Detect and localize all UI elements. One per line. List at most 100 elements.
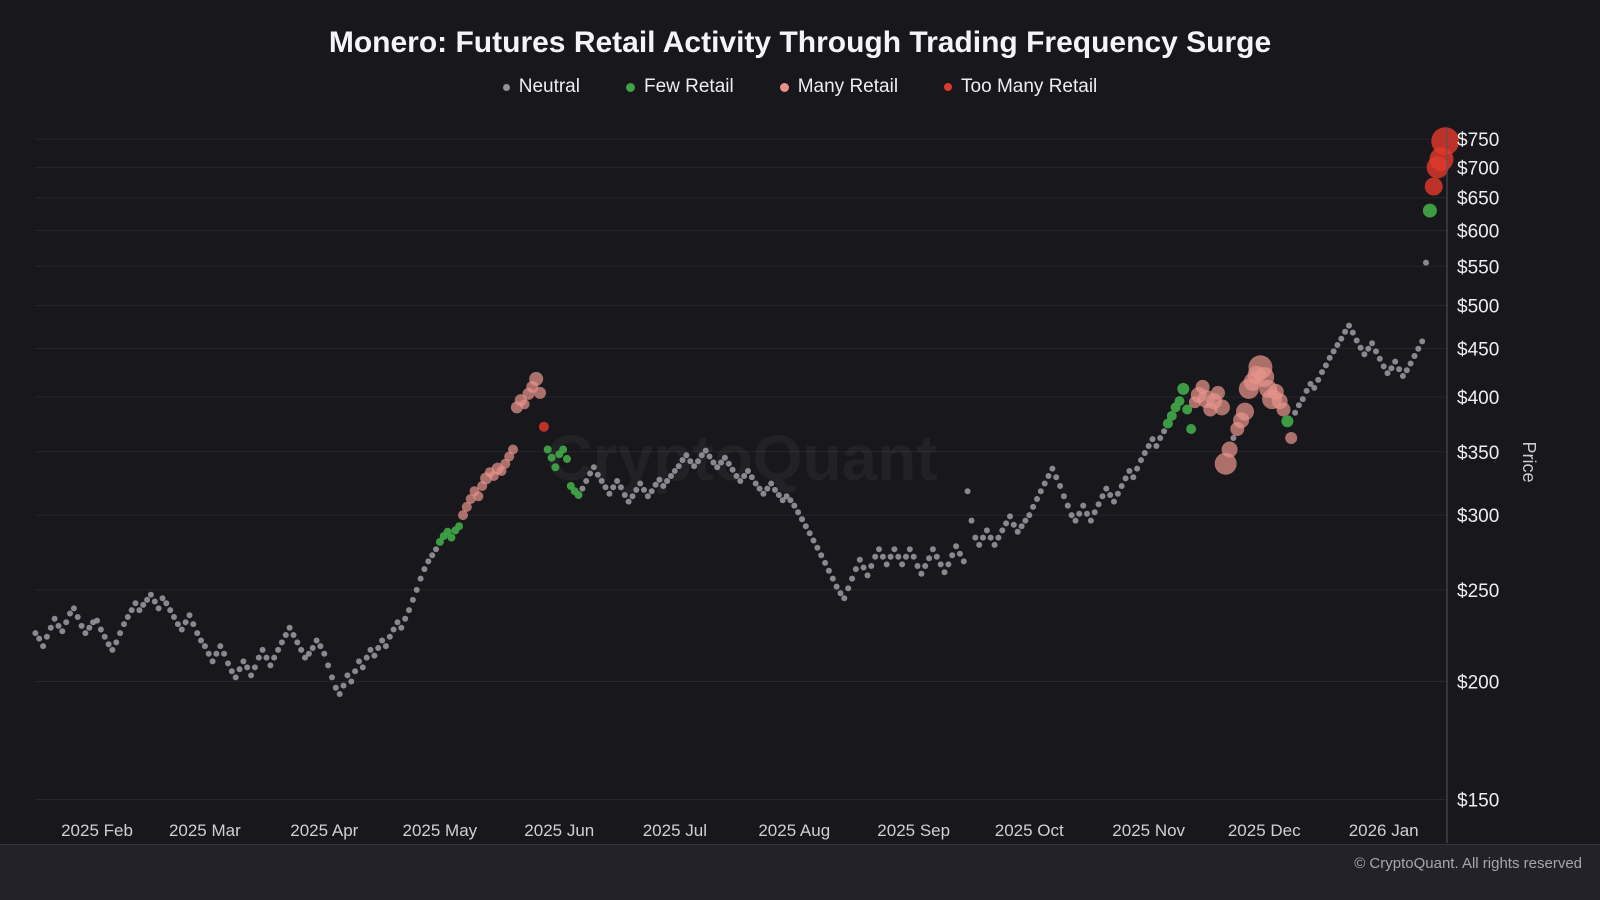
legend-item-many-retail[interactable]: Many Retail [779, 76, 898, 98]
data-point-neutral [348, 678, 355, 685]
data-point-neutral [55, 622, 62, 629]
data-point-neutral [1423, 259, 1429, 266]
data-point-too-many-retail [1431, 127, 1460, 156]
data-point-neutral [251, 664, 258, 671]
data-point-neutral [972, 534, 979, 541]
data-point-neutral [987, 534, 994, 541]
data-point-too-many-retail [1424, 177, 1443, 196]
data-point-neutral [290, 632, 297, 638]
data-point-neutral [1396, 366, 1403, 373]
data-point-few-retail [1162, 418, 1173, 429]
data-point-neutral [1049, 465, 1056, 472]
data-point-neutral [1045, 473, 1052, 479]
data-point-neutral [964, 488, 971, 495]
data-point-neutral [1315, 376, 1322, 383]
data-point-neutral [344, 672, 351, 679]
data-point-neutral [1307, 380, 1314, 387]
data-point-neutral [710, 459, 717, 466]
data-point-neutral [386, 633, 393, 640]
data-point-neutral [933, 553, 940, 560]
data-point-neutral [833, 583, 840, 590]
y-axis-tick-label: $300 [1457, 506, 1499, 527]
legend-item-neutral[interactable]: Neutral [502, 76, 580, 98]
data-point-neutral [829, 575, 836, 582]
data-point-neutral [332, 684, 339, 691]
data-point-neutral [991, 541, 998, 548]
data-point-many-retail [508, 444, 518, 455]
data-point-neutral [648, 488, 655, 495]
legend-item-few-retail[interactable]: Few Retail [625, 76, 734, 98]
data-point-neutral [155, 605, 162, 612]
data-point-many-retail [473, 491, 484, 502]
data-point-few-retail [1186, 424, 1197, 434]
data-point-neutral [109, 646, 116, 653]
data-point-neutral [1057, 483, 1064, 489]
data-point-neutral [764, 485, 771, 492]
data-point-neutral [340, 682, 347, 689]
data-point-neutral [1407, 360, 1414, 367]
data-point-neutral [741, 473, 748, 479]
data-point-neutral [1084, 510, 1090, 517]
data-point-neutral [779, 497, 786, 504]
data-point-many-retail [465, 494, 476, 504]
y-axis-tick-label: $750 [1457, 130, 1499, 151]
data-point-neutral [625, 498, 632, 505]
chart-title: Monero: Futures Retail Activity Through … [328, 26, 1272, 59]
y-axis-tick-label: $400 [1457, 388, 1499, 409]
data-point-neutral [205, 650, 212, 657]
data-point-neutral [1365, 345, 1372, 352]
data-point-neutral [949, 552, 956, 559]
data-point-neutral [136, 607, 143, 614]
x-axis-tick-label: 2025 Sep [877, 821, 950, 840]
data-point-neutral [1095, 501, 1102, 508]
data-point-neutral [895, 553, 902, 560]
legend-marker-too-many-retail-icon [944, 83, 953, 91]
data-point-neutral [1107, 492, 1114, 498]
data-point-neutral [976, 541, 983, 548]
data-point-neutral [1330, 348, 1337, 355]
data-point-neutral [1141, 450, 1148, 456]
data-point-neutral [47, 624, 54, 631]
data-point-few-retail [1166, 410, 1177, 421]
axis-labels-group: $150 $200 $250 $300 $350 $400 $450 $500 $550 $600… [61, 130, 1499, 840]
data-point-neutral [1126, 468, 1133, 474]
data-point-neutral [1295, 402, 1302, 409]
data-point-neutral [587, 470, 594, 477]
x-axis-tick-label: 2025 Nov [1112, 821, 1185, 840]
data-point-neutral [926, 555, 933, 562]
data-point-neutral [698, 452, 705, 459]
data-point-few-retail [455, 522, 464, 531]
data-point-neutral [1384, 370, 1391, 377]
data-point-neutral [756, 485, 763, 492]
data-point-neutral [664, 478, 671, 484]
data-point-neutral [849, 575, 856, 582]
data-point-neutral [1138, 457, 1144, 464]
data-point-few-retail [1281, 415, 1294, 428]
data-point-neutral [799, 516, 805, 523]
data-point-neutral [417, 575, 424, 582]
scatter-points-group [32, 127, 1460, 697]
data-point-neutral [117, 630, 124, 637]
data-point-neutral [702, 447, 709, 454]
data-point-neutral [78, 622, 85, 629]
legend-label: Few Retail [643, 76, 734, 97]
data-point-neutral [660, 483, 667, 489]
data-point-neutral [305, 650, 312, 657]
data-point-neutral [768, 480, 775, 487]
copyright-text: © CryptoQuant. All rights reserved [1354, 855, 1582, 872]
data-point-neutral [352, 668, 359, 675]
data-point-neutral [856, 556, 863, 563]
legend-item-too-many-retail[interactable]: Too Many Retail [944, 76, 1097, 98]
data-point-neutral [1303, 387, 1310, 394]
data-point-neutral [174, 621, 181, 628]
data-point-many-retail [1213, 399, 1230, 416]
data-point-neutral [860, 564, 867, 571]
data-point-neutral [1299, 396, 1306, 403]
data-point-neutral [656, 476, 663, 483]
legend-marker-few-retail-icon [625, 82, 635, 92]
data-point-neutral [248, 672, 255, 679]
data-point-neutral [733, 473, 740, 479]
data-point-neutral [706, 453, 713, 460]
data-point-neutral [1114, 490, 1121, 497]
data-point-neutral [1161, 428, 1168, 435]
